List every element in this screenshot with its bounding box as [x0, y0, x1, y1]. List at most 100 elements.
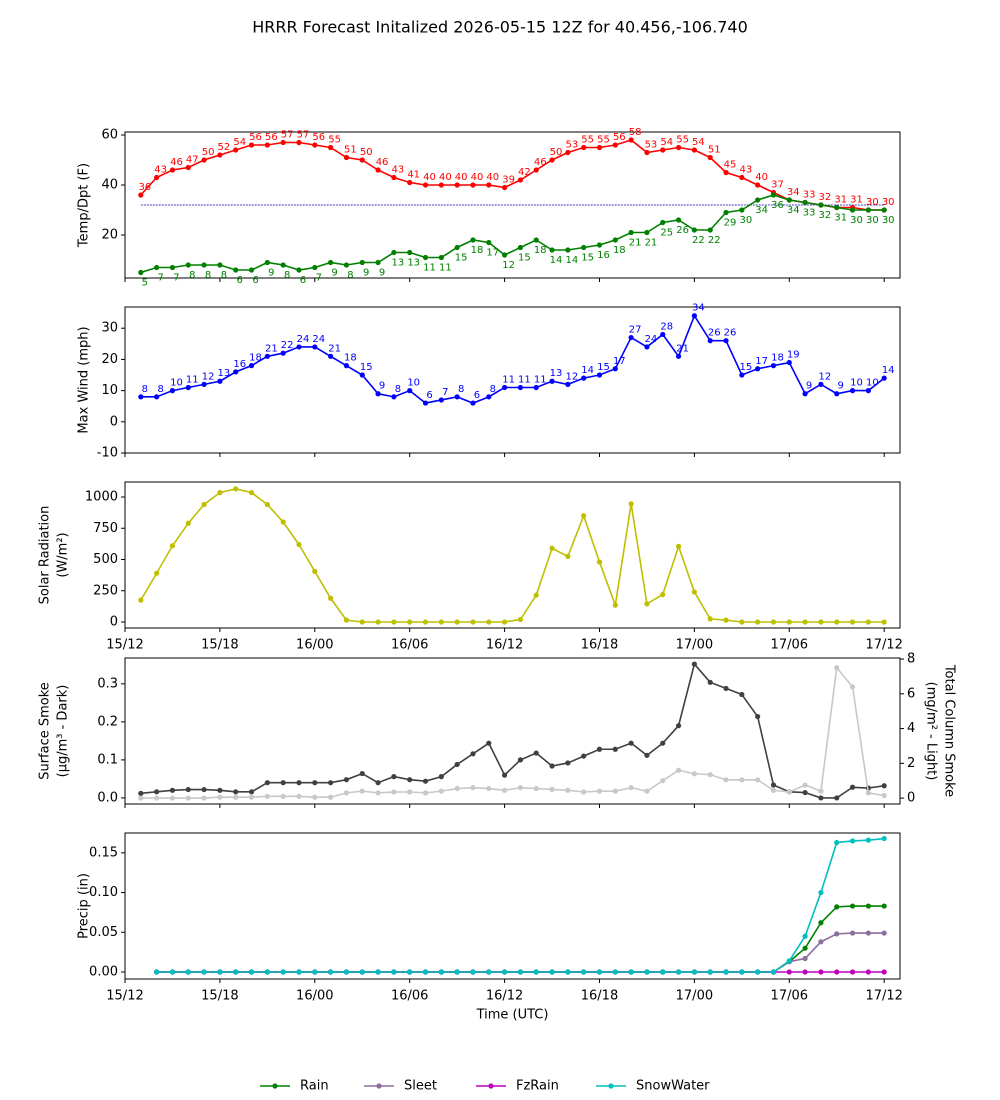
data-point [185, 786, 191, 793]
data-point [644, 969, 650, 975]
x-tick-label: 16/12 [486, 989, 523, 1004]
data-point [470, 619, 476, 625]
data-point [517, 969, 524, 975]
data-point [328, 780, 334, 786]
data-point [660, 591, 666, 598]
series-line [140, 139, 885, 211]
data-point [786, 958, 792, 964]
data-point [865, 619, 871, 625]
data-point [802, 782, 808, 788]
data-label: 6 [300, 275, 306, 286]
data-label: 36 [771, 200, 784, 211]
data-point [280, 262, 286, 268]
data-point [739, 174, 745, 181]
data-point [359, 788, 365, 794]
data-point [675, 217, 682, 223]
data-point [501, 384, 508, 391]
data-point [407, 179, 413, 186]
data-point [818, 920, 824, 926]
data-point [675, 969, 682, 975]
data-point [201, 501, 207, 508]
data-point [201, 786, 207, 793]
y-tick-label: 40 [101, 178, 118, 193]
data-point [343, 777, 350, 783]
data-point [723, 209, 729, 216]
data-point [691, 661, 697, 667]
x-tick-label: 16/18 [581, 638, 618, 653]
data-label: 17 [486, 248, 499, 259]
data-point [549, 247, 555, 253]
data-point [849, 969, 856, 975]
plot-frame [124, 481, 901, 629]
data-point [391, 394, 397, 400]
data-point [834, 839, 840, 846]
data-point [217, 787, 223, 793]
data-point [154, 570, 160, 576]
data-label: 25 [660, 228, 673, 239]
data-label: 46 [534, 157, 547, 168]
data-label: 13 [218, 368, 231, 379]
data-point [486, 182, 492, 188]
data-point [154, 795, 160, 801]
data-label: 17 [755, 356, 768, 367]
data-point [343, 262, 350, 268]
data-label: 43 [739, 165, 752, 176]
data-point [486, 785, 492, 792]
data-point [169, 543, 176, 549]
data-point [834, 969, 840, 975]
data-point [612, 788, 618, 794]
data-point [881, 783, 887, 789]
data-point [296, 780, 302, 786]
data-point [201, 262, 207, 268]
data-point [138, 394, 144, 400]
data-point [407, 388, 413, 394]
data-point [581, 753, 587, 759]
data-point [802, 969, 808, 975]
data-point [422, 182, 429, 188]
data-label: 14 [550, 255, 563, 266]
data-point [612, 746, 618, 752]
x-axis-label: Time (UTC) [476, 1008, 549, 1023]
data-point [280, 969, 286, 975]
data-label: 30 [866, 197, 879, 208]
data-point [296, 541, 302, 548]
data-label: 40 [439, 172, 452, 183]
data-label: 40 [423, 172, 436, 183]
data-point [343, 969, 350, 975]
data-point [675, 144, 682, 151]
data-label: 37 [771, 180, 784, 191]
data-point [565, 787, 571, 793]
data-label: 26 [708, 328, 721, 339]
data-label: 51 [708, 145, 721, 156]
data-point [217, 969, 223, 975]
data-point [438, 397, 444, 403]
data-point [865, 930, 871, 936]
data-point [849, 903, 856, 909]
x-tick-label: 16/00 [296, 638, 333, 653]
y2-tick-label: 8 [907, 652, 915, 667]
data-label: 34 [787, 187, 800, 198]
data-point [596, 559, 603, 565]
data-point [407, 249, 413, 256]
data-point [691, 227, 697, 233]
data-point [407, 969, 413, 975]
data-point [802, 391, 808, 397]
data-point [248, 363, 255, 369]
data-point [454, 761, 460, 768]
data-point [691, 313, 697, 319]
data-label: 22 [708, 235, 721, 246]
series-line [140, 662, 885, 799]
data-label: 56 [613, 132, 626, 143]
data-point [248, 142, 255, 148]
y-tick-label: 750 [93, 521, 118, 536]
data-label: 7 [173, 273, 179, 284]
data-point [233, 267, 239, 273]
data-point [422, 778, 429, 784]
data-point [581, 969, 587, 975]
data-label: 52 [218, 142, 231, 153]
data-label: 31 [850, 195, 863, 206]
data-point [565, 760, 571, 766]
data-point [644, 752, 650, 758]
x-tick-label: 15/18 [201, 989, 238, 1004]
data-point [391, 619, 397, 625]
